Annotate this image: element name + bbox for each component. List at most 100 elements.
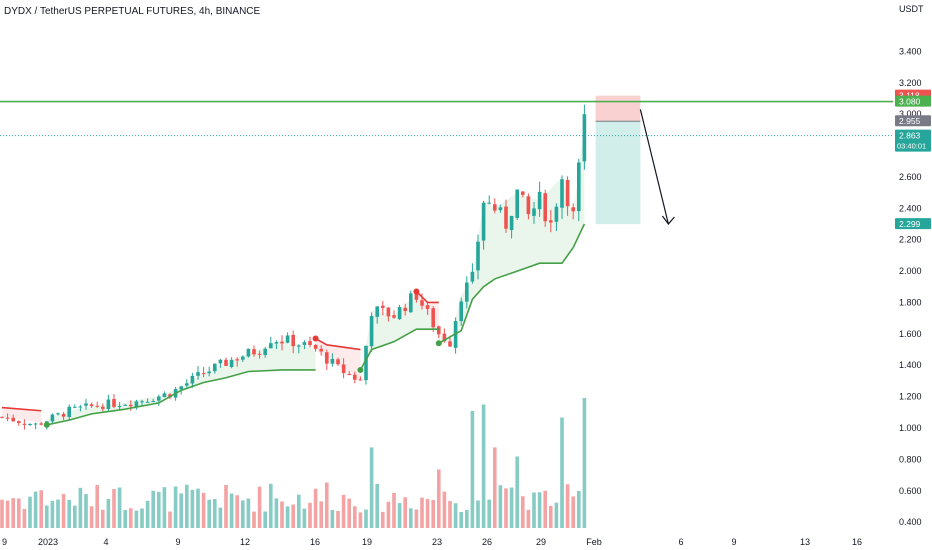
volume-bar <box>353 506 357 528</box>
volume-bar <box>521 496 525 528</box>
x-tick-label: 23 <box>432 537 442 547</box>
volume-bar <box>313 488 318 528</box>
x-tick-label: 13 <box>800 537 810 547</box>
candle-body <box>246 348 251 357</box>
down-arrow-head-icon <box>661 215 675 225</box>
candle-body <box>17 421 21 424</box>
volume-bar <box>397 503 402 528</box>
candle-body <box>252 349 256 355</box>
candle-body <box>341 364 346 374</box>
volume-bar <box>431 500 435 528</box>
candle-body <box>369 315 374 347</box>
candle-body <box>257 353 262 355</box>
volume-bar <box>11 498 15 528</box>
volume-bar <box>257 486 262 528</box>
candle-body <box>459 301 463 322</box>
supertrend-line <box>438 223 586 344</box>
volume-bar <box>386 501 391 528</box>
x-tick-label: 6 <box>678 537 683 547</box>
x-tick-label: Feb <box>586 537 602 547</box>
position-layer <box>595 95 675 225</box>
volume-bar <box>39 490 43 528</box>
candle-body <box>403 307 407 312</box>
volume-bar <box>235 495 239 528</box>
candle-body <box>386 307 391 317</box>
candle-body <box>537 191 542 210</box>
supertrend-fill <box>2 407 42 423</box>
candle-body <box>560 179 564 208</box>
y-tick-label: 0.400 <box>899 517 922 527</box>
y-tick-label: 1.800 <box>899 297 922 307</box>
volume-bar <box>56 499 60 528</box>
candle-body <box>213 363 217 372</box>
volume-bar <box>549 505 553 528</box>
x-tick-label: 9 <box>175 537 180 547</box>
volume-bar <box>375 483 379 528</box>
price-tag-label: 2.863 <box>899 131 921 141</box>
candle-body <box>313 344 318 349</box>
candle-body <box>397 307 402 320</box>
y-tick-label: 2.200 <box>899 235 922 245</box>
x-tick-label: 26 <box>482 537 492 547</box>
candle-body <box>229 359 234 367</box>
candle-body <box>112 398 116 407</box>
price-tag <box>895 95 931 107</box>
candle-body <box>336 359 340 365</box>
volume-bar <box>442 491 447 528</box>
volume-bar <box>106 498 111 528</box>
y-tick-label: 1.600 <box>899 329 922 339</box>
candle-body <box>162 393 167 397</box>
volume-bar <box>201 492 206 528</box>
candle-body <box>375 306 379 317</box>
candle-body <box>84 403 88 406</box>
currency-label: USDT <box>899 4 924 14</box>
volume-bar <box>448 501 452 528</box>
candle-body <box>269 343 273 349</box>
volume-bar <box>95 485 99 528</box>
volume-bar <box>33 491 38 528</box>
y-tick-label: 1.400 <box>899 360 922 370</box>
candle-body <box>571 207 575 212</box>
volume-bar <box>571 496 575 528</box>
volume-bar <box>465 510 469 528</box>
volume-bar <box>263 511 267 528</box>
candle-body <box>0 416 4 418</box>
chart-title: DYDX / TetherUS PERPETUAL FUTURES, 4h, B… <box>4 6 261 17</box>
volume-bar <box>151 490 155 528</box>
candle-body <box>274 342 279 344</box>
candle-body <box>509 215 514 231</box>
candle-body <box>465 282 469 302</box>
candle-body <box>330 358 335 364</box>
candle-body <box>319 348 323 352</box>
candle-body <box>224 359 228 366</box>
volume-bar <box>196 488 200 528</box>
volume-bar <box>123 510 127 528</box>
supertrend-line <box>359 328 439 371</box>
supertrend-fill-layer <box>2 122 585 425</box>
candle-body <box>565 179 570 207</box>
candle-body <box>364 345 368 381</box>
candle-body <box>5 417 10 419</box>
candle-body <box>218 359 223 364</box>
volume-bar <box>89 506 94 528</box>
sell-signal-marker <box>312 335 319 342</box>
candle-body <box>297 345 301 347</box>
volume-bar <box>224 484 228 528</box>
volume-bar <box>493 447 497 528</box>
candle-body <box>185 383 189 386</box>
supertrend-layer <box>1 223 586 428</box>
volume-bar <box>582 398 587 528</box>
volume-bar <box>453 503 458 528</box>
candle-body <box>22 423 27 425</box>
volume-bar <box>537 492 542 528</box>
volume-bar <box>179 493 183 528</box>
supertrend-line <box>1 406 42 412</box>
volume-bar <box>173 486 178 528</box>
volume-bar <box>168 511 172 528</box>
candle-body <box>263 348 267 355</box>
candle-body <box>196 372 200 376</box>
candle-body <box>101 406 105 409</box>
volume-bar <box>45 505 49 528</box>
